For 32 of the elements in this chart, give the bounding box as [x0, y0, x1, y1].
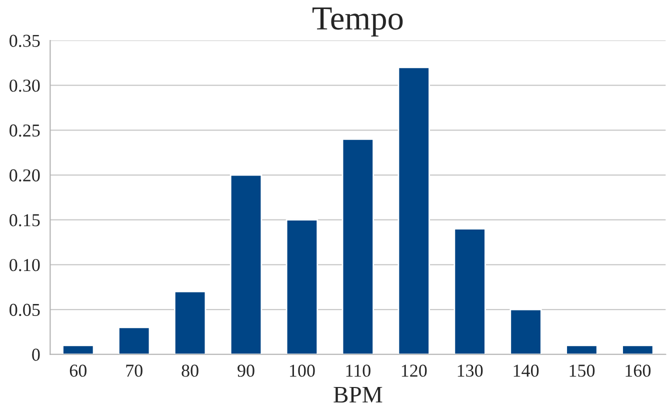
bar	[62, 344, 94, 354]
bar	[398, 66, 430, 354]
y-tick-label: 0.25	[10, 124, 40, 137]
bar	[286, 219, 318, 354]
x-tick-label: 130	[458, 364, 483, 377]
x-tick-label: 140	[514, 364, 539, 377]
bar	[118, 326, 150, 354]
bar	[622, 344, 654, 354]
y-tick-label: 0.35	[10, 34, 40, 48]
bar	[230, 174, 262, 354]
bar	[342, 138, 374, 354]
bar	[454, 228, 486, 354]
y-tick-label: 0.15	[10, 214, 40, 226]
x-axis-title: BPM	[334, 386, 382, 402]
chart-title: Tempo	[312, 8, 403, 36]
x-tick-label: 90	[238, 364, 254, 377]
x-tick-label: 60	[70, 364, 86, 377]
x-tick-label: 80	[182, 364, 198, 377]
x-tick-label: 110	[346, 364, 370, 377]
y-tick-label: 0.05	[10, 304, 40, 316]
y-tick-label: 0	[32, 348, 40, 361]
bar	[566, 344, 598, 354]
x-tick-label: 150	[570, 364, 595, 377]
bar	[174, 290, 206, 354]
x-tick-label: 100	[290, 364, 315, 377]
y-tick-label: 0.10	[10, 258, 40, 272]
x-tick-label: 160	[626, 364, 651, 377]
y-tick-label: 0.20	[10, 169, 40, 182]
x-tick-label: 120	[402, 364, 427, 377]
y-tick-label: 0.30	[10, 80, 40, 92]
bar	[510, 308, 542, 354]
x-tick-label: 70	[126, 364, 142, 377]
